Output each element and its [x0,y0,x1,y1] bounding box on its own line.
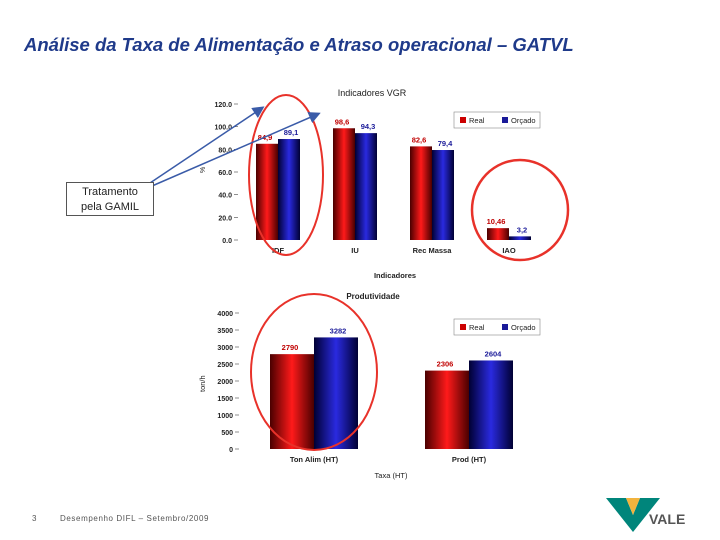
legend-swatch [460,117,466,123]
y-tick-label: 2500 [217,362,233,369]
vale-logo: VALE [606,498,685,532]
highlight-circle-idf-iu [248,94,324,256]
arrow-to-iu [151,112,321,187]
chart2-title: Produtividade [346,292,400,301]
chart1-xlabel: Indicadores [374,271,416,280]
arrow-to-idf [149,106,265,184]
data-label: 98,6 [335,117,350,126]
legend-label: Orçado [511,323,536,332]
data-label: 2306 [437,360,454,369]
legend-label: Real [469,116,485,125]
footer-text: Desempenho DIFL – Setembro/2009 [60,514,210,523]
x-tick-label: IU [351,246,359,255]
chart1-legend: Real Orçado [453,111,541,129]
data-label: 94,3 [361,122,376,131]
y-tick-label: 0.0 [222,238,232,245]
x-tick-label: Rec Massa [413,246,453,255]
data-label: 2790 [282,343,299,352]
note-line-2: pela GAMIL [80,201,140,213]
data-label: 89,1 [284,128,299,137]
y-tick-label: 2000 [217,379,233,386]
bar-orado-1 [469,360,513,449]
legend-label: Orçado [511,116,536,125]
chart2-legend: Real Orçado [453,318,541,336]
x-tick-label: Ton Alim (HT) [290,455,339,464]
y-tick-label: 3000 [217,345,233,352]
bar-orado-2 [432,150,454,240]
highlight-circle-ton-alim [250,293,378,451]
legend-swatch [502,324,508,330]
data-label: 3,2 [517,225,527,234]
bar-orado-1 [355,133,377,240]
data-label: 3282 [330,326,347,335]
bar-real-1 [425,370,469,449]
legend-box [453,318,541,336]
legend-box [453,111,541,129]
bar-real-1 [333,128,355,240]
page-number: 3 [32,514,37,523]
x-tick-label: IAO [502,246,516,255]
data-label: 79,4 [438,139,453,148]
y-tick-label: 0 [229,447,233,454]
y-tick-label: 1500 [217,396,233,403]
bar-real-0 [270,354,314,449]
legend-label: Real [469,323,485,332]
data-label: 82,6 [412,135,427,144]
y-tick-label: 80.0 [218,147,232,154]
y-tick-label: 1000 [217,413,233,420]
data-label: 2604 [485,349,503,358]
chart-produtividade: Produtividade ton/h Taxa (HT) 0 500 1000 15… [198,292,541,480]
bar-orado-3 [509,236,531,240]
y-tick-label: 120.0 [214,102,232,109]
chart-indicadores-vgr: Indicadores VGR % Indicadores 0.0 20.0 40.… [200,88,541,280]
slide-title: Análise da Taxa de Alimentação e Atraso … [24,34,574,55]
vale-logo-text: VALE [649,511,685,527]
x-tick-label: Prod (HT) [452,455,487,464]
y-tick-label: 100.0 [214,125,232,132]
note-tratamento-gamil: Tratamento pela GAMIL [66,182,154,216]
bar-real-2 [410,146,432,240]
x-tick-label: IDF [272,246,285,255]
y-tick-label: 3500 [217,328,233,335]
data-label: 10,46 [487,217,506,226]
chart2-xlabel: Taxa (HT) [375,471,408,480]
chart2-ylabel: ton/h [198,375,207,392]
bar-real-3 [487,228,509,240]
note-line-1: Tratamento [82,186,138,198]
y-tick-label: 500 [221,430,233,437]
chart1-ylabel: % [200,167,207,173]
bar-orado-0 [278,139,300,240]
y-tick-label: 4000 [217,311,233,318]
y-tick-label: 60.0 [218,170,232,177]
bar-real-0 [256,143,278,240]
chart1-title: Indicadores VGR [338,88,407,98]
highlight-circle-iao [470,158,570,262]
y-tick-label: 20.0 [218,215,232,222]
y-tick-label: 40.0 [218,193,232,200]
bar-orado-0 [314,337,358,449]
legend-swatch [502,117,508,123]
legend-swatch [460,324,466,330]
